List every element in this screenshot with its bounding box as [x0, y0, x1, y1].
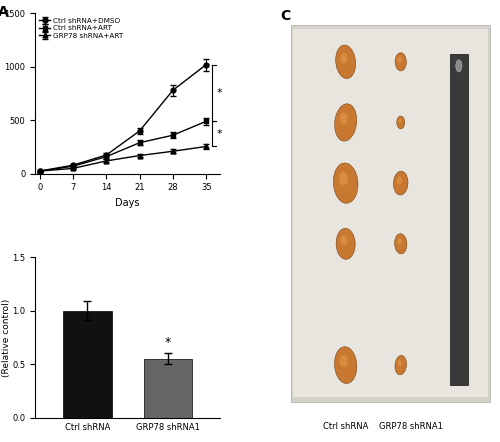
Ellipse shape — [340, 355, 347, 367]
Ellipse shape — [334, 347, 357, 384]
Ellipse shape — [334, 104, 356, 141]
Ellipse shape — [340, 53, 347, 64]
Ellipse shape — [339, 172, 348, 185]
Text: *: * — [165, 336, 171, 349]
Ellipse shape — [340, 112, 347, 125]
Ellipse shape — [336, 45, 355, 79]
Ellipse shape — [394, 171, 408, 195]
FancyBboxPatch shape — [292, 30, 488, 397]
Ellipse shape — [334, 163, 358, 203]
Text: C: C — [280, 9, 290, 23]
Ellipse shape — [336, 228, 355, 259]
Text: *: * — [217, 129, 222, 139]
Ellipse shape — [397, 176, 402, 184]
Text: Ctrl shRNA: Ctrl shRNA — [323, 422, 368, 431]
Bar — [144, 359, 192, 418]
Ellipse shape — [398, 360, 402, 366]
Ellipse shape — [398, 238, 402, 245]
Text: A: A — [0, 5, 8, 19]
Ellipse shape — [340, 235, 347, 246]
Ellipse shape — [398, 119, 402, 123]
FancyBboxPatch shape — [450, 53, 468, 385]
Ellipse shape — [395, 53, 406, 71]
FancyBboxPatch shape — [290, 25, 490, 401]
Legend: Ctrl shRNA+DMSO, Ctrl shRNA+ART, GRP78 shRNA+ART: Ctrl shRNA+DMSO, Ctrl shRNA+ART, GRP78 s… — [38, 17, 124, 39]
Y-axis label: Turmor weight
(Relative control): Turmor weight (Relative control) — [0, 298, 11, 377]
Text: *: * — [217, 88, 222, 98]
Ellipse shape — [395, 355, 406, 375]
Ellipse shape — [398, 57, 402, 63]
Ellipse shape — [394, 234, 407, 254]
Circle shape — [456, 60, 462, 72]
Bar — [63, 311, 112, 418]
Ellipse shape — [397, 116, 404, 129]
X-axis label: Days: Days — [116, 198, 140, 208]
Text: GRP78 shRNA1: GRP78 shRNA1 — [379, 422, 443, 431]
